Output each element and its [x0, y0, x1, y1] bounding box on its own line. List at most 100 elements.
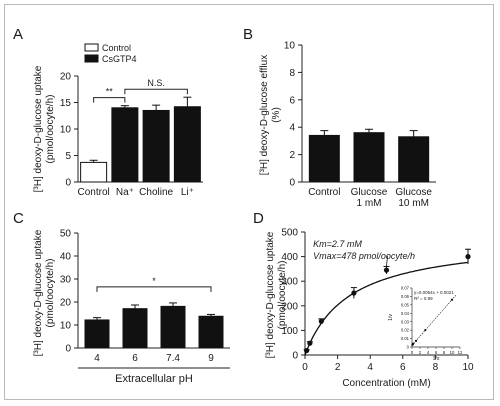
inset-y-tick-label: 0.06 — [401, 294, 410, 299]
pointer-line-D — [386, 256, 388, 267]
bar-A — [142, 109, 170, 183]
inset-r2: R² = 0.99 — [414, 296, 433, 301]
inset-y-tick-label: 0.07 — [401, 286, 410, 291]
y-tick-label-A: 10 — [60, 125, 72, 136]
x-tick-label-line: Glucose — [395, 187, 432, 198]
inset-y-tick-label: 0.02 — [401, 328, 410, 333]
y-tick-label-C: 50 — [60, 229, 72, 240]
panel-letter-C: C — [13, 210, 24, 227]
panel-letter-D: D — [253, 210, 264, 227]
y-tick-label-B: 10 — [284, 41, 296, 52]
bar-A — [80, 161, 108, 183]
y-tick-label-A: 20 — [60, 72, 72, 83]
y-axis-label-B-line1: [³H] deoxy-D-glucose efflux — [259, 55, 270, 175]
legend-label-A: Control — [102, 43, 131, 53]
bar-B — [398, 136, 430, 183]
x-tick-label-C: 6 — [132, 353, 138, 364]
y-tick-label-B: 6 — [289, 95, 295, 106]
y-tick-label-D: 500 — [281, 228, 298, 239]
inset-y-tick-label: 0.01 — [401, 336, 410, 341]
panel-letter-B: B — [243, 26, 253, 43]
inset-x-tick-label: 10 — [450, 350, 455, 355]
bar-C — [198, 315, 224, 349]
y-axis-label-C-line1: [³H] deoxy-D-glucose uptake — [33, 229, 44, 356]
x-tick-label-A: Control — [78, 187, 110, 198]
inset-x-tick-label: 4 — [427, 350, 430, 355]
inset-data-point — [424, 328, 427, 332]
y-tick-label-C: 0 — [65, 344, 71, 355]
x-tick-label-line: Glucose — [351, 187, 388, 198]
y-tick-label-C: 30 — [60, 275, 72, 286]
x-tick-label-B: Control — [308, 187, 340, 198]
y-tick-label-C: 20 — [60, 298, 72, 309]
inset-data-point — [414, 339, 418, 342]
inset-x-tick-label: 0 — [411, 350, 414, 355]
y-axis-label-C: [³H] deoxy-D-glucose uptake(pmol/oocyte/… — [33, 229, 56, 356]
y-tick-label-C: 40 — [60, 252, 72, 263]
inset-x-tick-label: 12 — [458, 350, 463, 355]
x-axis-label-D: Concentration (mM) — [342, 378, 430, 389]
panel-letter-A: A — [13, 26, 23, 43]
inset-y-tick-label: 0.04 — [401, 311, 410, 316]
x-tick-label-A: Na⁺ — [116, 187, 134, 198]
legend-label-A: CsGTP4 — [102, 54, 137, 64]
x-tick-label-D: 6 — [400, 362, 406, 373]
y-axis-label-B: [³H] deoxy-D-glucose efflux(%) — [259, 55, 282, 175]
y-tick-label-D: 200 — [281, 301, 298, 312]
inset-equation: y=0.0054x + 0.0021 — [414, 290, 454, 295]
data-point-D — [351, 290, 357, 296]
data-point-D — [383, 267, 390, 273]
y-tick-label-B: 0 — [289, 178, 295, 189]
y-tick-label-B: 4 — [289, 123, 295, 134]
inset-y-tick-label: 0.05 — [401, 302, 410, 307]
bar-B — [308, 134, 340, 183]
data-point-D — [304, 347, 310, 354]
y-tick-label-D: 100 — [281, 326, 298, 337]
km-label-D: Km=2.7 mM — [313, 239, 362, 249]
inset-y-label: 1/v — [388, 314, 394, 321]
fit-curve-D — [304, 261, 469, 356]
inset-y-tick-label: 0.03 — [401, 319, 410, 324]
y-tick-label-A: 0 — [65, 178, 71, 189]
data-point-D — [465, 254, 471, 260]
x-tick-label-C: 4 — [94, 353, 100, 364]
significance-bracket-A — [93, 97, 126, 103]
x-tick-label-line: 10 mM — [398, 198, 429, 209]
y-tick-label-D: 0 — [292, 351, 298, 362]
legend-swatch-A — [84, 54, 99, 63]
data-point-D — [318, 318, 324, 324]
x-axis-label-C: Extracellular pH — [115, 373, 193, 385]
y-axis-label-A-line1: [³H] deoxy-D-glucose uptake — [33, 65, 44, 192]
x-tick-label-line: 1 mM — [357, 198, 382, 209]
bar-C — [122, 308, 148, 349]
x-tick-label-B: Glucose 1 mM — [351, 187, 388, 209]
inset-data-point — [450, 298, 454, 301]
figure-frame: A 0 5 10 15 20 Control Na⁺ Choline Li⁺ ** N.S. [³H] … — [4, 4, 494, 400]
inset-x-tick-label: 6 — [435, 350, 438, 355]
y-axis-label-D-line2: (pmol/oocyte/h) — [277, 261, 288, 330]
x-tick-label-D: 10 — [462, 362, 474, 373]
significance-bracket-C — [96, 286, 212, 292]
x-tick-label-D: 4 — [367, 362, 373, 373]
x-tick-label-A: Choline — [139, 187, 173, 198]
x-tick-label-B: Glucose 10 mM — [395, 187, 432, 209]
x-tick-label-C: 9 — [208, 353, 214, 364]
vmax-label-D: Vmax=478 pmol/oocyte/h — [313, 251, 415, 261]
inset-x-label: 1/s — [433, 356, 440, 362]
y-axis-label-D: [³H] deoxy-D-glucose uptake(pmol/oocyte/… — [265, 231, 288, 358]
inset-x-tick-label: 8 — [443, 350, 446, 355]
inset-y-tick-label: 0 — [407, 345, 410, 350]
bar-A — [111, 107, 139, 183]
y-tick-label-A: 5 — [65, 151, 71, 162]
bar-A — [173, 106, 201, 183]
y-tick-label-A: 15 — [60, 98, 72, 109]
significance-label-A: N.S. — [147, 78, 165, 88]
inset-data-point — [412, 342, 415, 345]
y-tick-label-D: 300 — [281, 277, 298, 288]
x-tick-label-D: 2 — [335, 362, 341, 373]
bar-B — [353, 132, 385, 183]
bar-C — [160, 305, 186, 349]
inset-x-tick-label: 2 — [419, 350, 422, 355]
y-tick-label-B: 2 — [289, 150, 295, 161]
